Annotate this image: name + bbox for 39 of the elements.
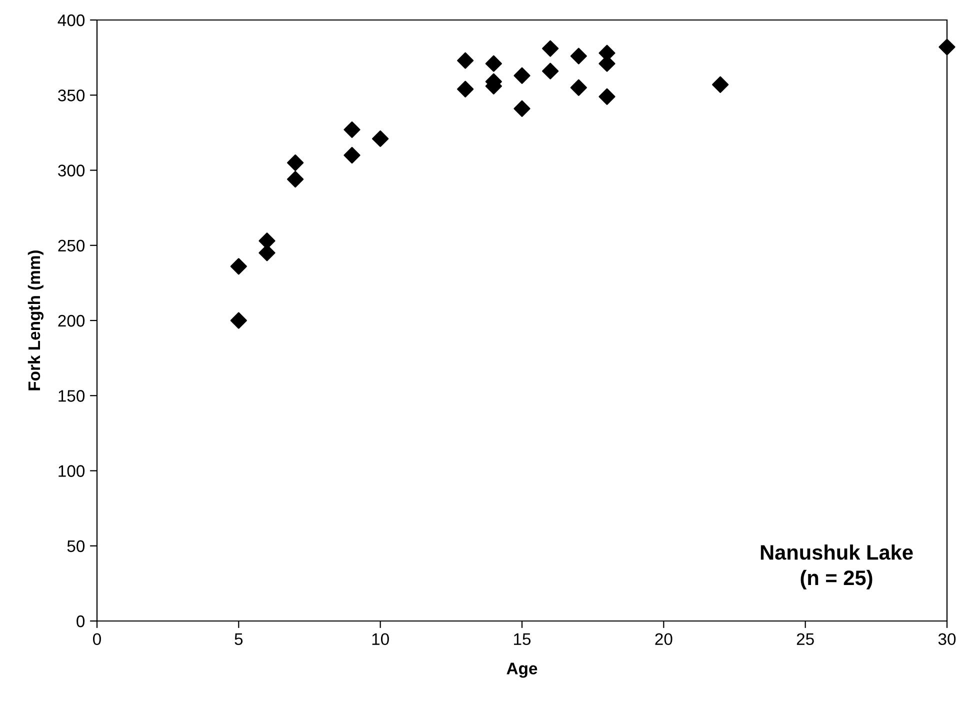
- point: [344, 121, 360, 138]
- x-tick-label: 25: [796, 633, 814, 646]
- point: [514, 100, 530, 117]
- point: [598, 88, 616, 105]
- point: [485, 55, 502, 72]
- y-tick-label: 400: [58, 14, 85, 26]
- point: [542, 62, 559, 80]
- point: [938, 38, 956, 56]
- point: [457, 52, 474, 69]
- point: [570, 48, 587, 64]
- y-tick-label: 0: [76, 615, 85, 628]
- y-axis-title: Fork Length (mm): [28, 250, 44, 390]
- y-tick-label: 150: [58, 390, 85, 402]
- point: [230, 312, 247, 329]
- x-tick-label: 20: [655, 633, 672, 646]
- point: [344, 146, 360, 164]
- x-axis-title: Age: [506, 662, 538, 678]
- point: [372, 130, 389, 147]
- x-tick-label: 30: [938, 633, 956, 646]
- x-tick-label: 0: [93, 633, 101, 646]
- point: [287, 170, 304, 188]
- annotation: Nanushuk Lake (n = 25): [760, 544, 913, 590]
- point: [287, 154, 304, 172]
- y-tick-label: 200: [58, 314, 85, 327]
- point: [542, 40, 559, 57]
- point: [570, 79, 587, 96]
- x-tick-label: 15: [514, 633, 531, 646]
- point: [258, 244, 276, 262]
- x-tick-label: 10: [372, 633, 389, 646]
- point: [514, 67, 530, 84]
- point: [712, 76, 729, 93]
- y-tick-label: 50: [67, 540, 85, 552]
- point: [230, 258, 247, 275]
- y-tick-label: 100: [58, 465, 85, 477]
- x-tick-label: 5: [234, 633, 243, 646]
- y-tick-label: 350: [58, 90, 85, 102]
- point: [457, 80, 474, 98]
- y-tick-label: 250: [58, 240, 85, 252]
- y-tick-label: 300: [58, 164, 85, 176]
